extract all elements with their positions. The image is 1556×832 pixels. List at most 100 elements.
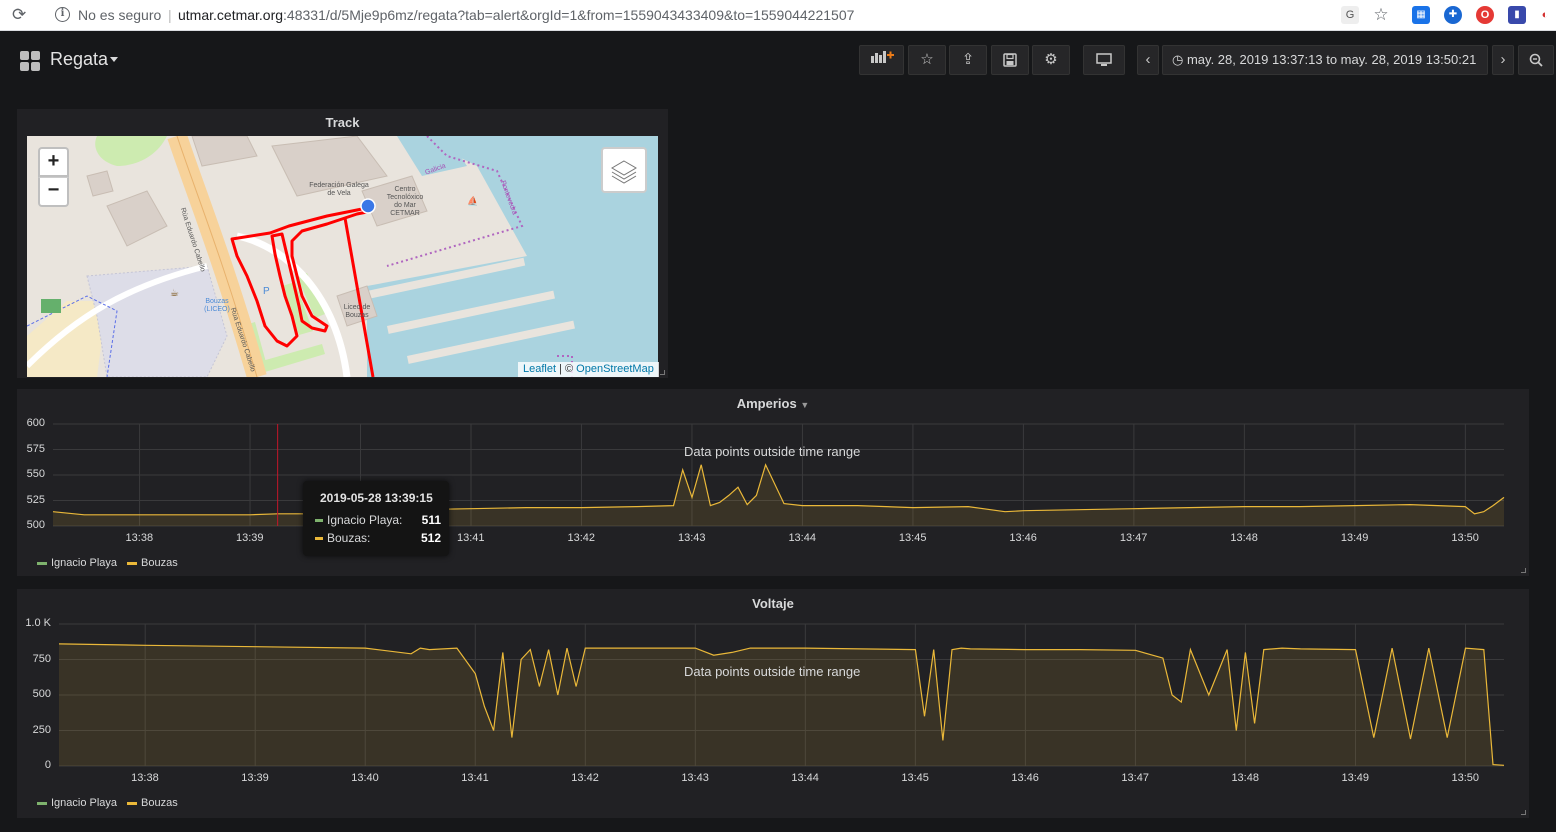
map-tiles: ⛵ ☕: [27, 136, 658, 377]
share-icon: ⇪: [961, 51, 975, 68]
dashboard-title[interactable]: Regata: [50, 49, 109, 69]
security-status[interactable]: No es seguro: [78, 7, 162, 23]
x-tick-label: 13:40: [351, 772, 379, 784]
legend-label: Ignacio Playa: [51, 557, 118, 569]
dashboard-grid-icon[interactable]: [20, 51, 40, 71]
tooltip-time: 2019-05-28 13:39:15: [320, 491, 433, 505]
x-tick-label: 13:43: [681, 772, 709, 784]
track-map[interactable]: ⛵ ☕ Federación Galega de Vela Centro Tec…: [27, 136, 658, 377]
x-tick-label: 13:46: [1009, 532, 1037, 544]
calendar-extension-icon[interactable]: ▦: [1412, 6, 1430, 24]
legend-swatch: [127, 801, 138, 805]
svg-text:☕: ☕: [170, 288, 179, 299]
map-attribution: Leaflet | © OpenStreetMap: [518, 362, 659, 377]
share-dashboard-button[interactable]: ⇪: [949, 45, 987, 75]
tooltip-series-name: Bouzas:: [327, 531, 371, 545]
series-line-1[interactable]: [58, 643, 1505, 766]
legend-label: Bouzas: [141, 557, 178, 569]
resize-handle[interactable]: [1521, 810, 1526, 815]
resize-handle[interactable]: [1521, 568, 1526, 573]
x-tick-label: 13:41: [456, 532, 485, 544]
extension-icon-2[interactable]: ◐: [1536, 6, 1554, 24]
legend-label: Bouzas: [141, 797, 178, 809]
add-panel-icon: [870, 51, 894, 63]
map-label-liceo: Liceo de Bouzas: [343, 304, 371, 319]
legend-item-ignacio[interactable]: Ignacio Playa: [37, 797, 117, 809]
bookmark-star-icon[interactable]: ☆: [1373, 5, 1389, 24]
osm-link[interactable]: OpenStreetMap: [576, 363, 654, 375]
translate-icon[interactable]: G: [1341, 6, 1359, 24]
opera-extension-icon[interactable]: O: [1476, 6, 1494, 24]
resize-handle[interactable]: [660, 370, 665, 375]
panel-title[interactable]: Amperios ▼: [17, 396, 1529, 411]
panel-title[interactable]: Voltaje: [752, 596, 794, 611]
voltaje-notice: Data points outside time range: [684, 664, 861, 679]
attribution-separator: | ©: [556, 363, 577, 375]
map-label-bouzas: Bouzas (LICEO): [204, 298, 230, 313]
chevron-left-icon: ‹: [1145, 51, 1151, 68]
url-field[interactable]: utmar.cetmar.org:48331/d/5Mje9p6mz/regat…: [178, 7, 854, 23]
x-tick-label: 13:49: [1341, 772, 1369, 784]
save-dashboard-button[interactable]: [991, 45, 1029, 75]
legend-item-ignacio[interactable]: Ignacio Playa: [37, 557, 117, 569]
caret-down-icon[interactable]: [110, 57, 118, 62]
map-label-parking: P: [263, 286, 270, 297]
time-range-label: may. 28, 2019 13:37:13 to may. 28, 2019 …: [1186, 52, 1477, 67]
time-back-button[interactable]: ‹: [1137, 45, 1159, 75]
x-tick-label: 13:50: [1451, 772, 1480, 784]
view-mode-button[interactable]: [1083, 45, 1125, 75]
map-label-centro: Centro Tecnolóxico do Mar CETMAR: [386, 186, 424, 217]
panel-title[interactable]: Track: [325, 115, 360, 130]
zoom-out-icon: [1529, 53, 1543, 67]
x-tick-label: 13:45: [898, 532, 927, 544]
x-tick-label: 13:47: [1119, 532, 1148, 544]
time-forward-button[interactable]: ›: [1492, 45, 1514, 75]
zoom-in-button[interactable]: +: [38, 147, 69, 177]
voltaje-panel: Voltaje: [17, 589, 1529, 818]
star-icon: ☆: [920, 51, 934, 68]
zoom-out-time-button[interactable]: [1518, 45, 1554, 75]
x-tick-label: 13:47: [1121, 772, 1149, 784]
tooltip-row-bouzas: Bouzas: 512: [315, 531, 441, 545]
x-tick-label: 13:39: [241, 772, 269, 784]
leaflet-link[interactable]: Leaflet: [523, 363, 557, 375]
tooltip-swatch: [315, 536, 323, 540]
caret-down-icon: ▼: [800, 400, 810, 410]
amperios-legend: Ignacio Playa Bouzas: [37, 557, 178, 569]
tooltip-value: 512: [420, 531, 441, 545]
time-range-picker[interactable]: ◷ may. 28, 2019 13:37:13 to may. 28, 201…: [1162, 45, 1488, 75]
zoom-out-button[interactable]: −: [38, 177, 69, 207]
x-tick-label: 13:48: [1231, 772, 1259, 784]
flag-extension-icon[interactable]: ▮: [1508, 6, 1526, 24]
url-separator: |: [168, 7, 172, 23]
x-tick-label: 13:50: [1451, 532, 1479, 544]
y-tick-label: 525: [26, 493, 45, 506]
panel-title-text: Amperios: [736, 396, 797, 411]
tooltip-row-ignacio: Ignacio Playa: 511: [315, 513, 441, 527]
chevron-right-icon: ›: [1500, 51, 1506, 68]
clock-icon: ◷: [1172, 52, 1187, 67]
url-host: utmar.cetmar.org: [178, 7, 284, 23]
reload-icon[interactable]: ⟳: [12, 5, 27, 24]
info-icon[interactable]: i: [55, 7, 70, 22]
legend-label: Ignacio Playa: [51, 797, 118, 809]
map-label-federacion: Federación Galega de Vela: [309, 182, 369, 197]
star-dashboard-button[interactable]: ☆: [908, 45, 946, 75]
legend-item-bouzas[interactable]: Bouzas: [127, 557, 178, 569]
x-tick-label: 13:45: [901, 772, 929, 784]
add-panel-button[interactable]: [859, 45, 904, 75]
layers-button[interactable]: [601, 147, 647, 193]
legend-item-bouzas[interactable]: Bouzas: [127, 797, 178, 809]
y-tick-label: 550: [26, 468, 45, 480]
x-tick-label: 13:43: [677, 532, 706, 544]
settings-button[interactable]: ⚙: [1032, 45, 1070, 75]
browser-address-bar: ⟳ i No es seguro | utmar.cetmar.org:4833…: [0, 0, 1556, 31]
x-tick-label: 13:42: [571, 772, 599, 784]
x-tick-label: 13:48: [1230, 532, 1258, 544]
extension-icon[interactable]: ✚: [1444, 6, 1462, 24]
series-area-1: [59, 643, 1504, 766]
x-tick-label: 13:44: [791, 772, 819, 784]
y-tick-label: 500: [26, 519, 45, 531]
svg-text:⛵: ⛵: [467, 195, 478, 207]
